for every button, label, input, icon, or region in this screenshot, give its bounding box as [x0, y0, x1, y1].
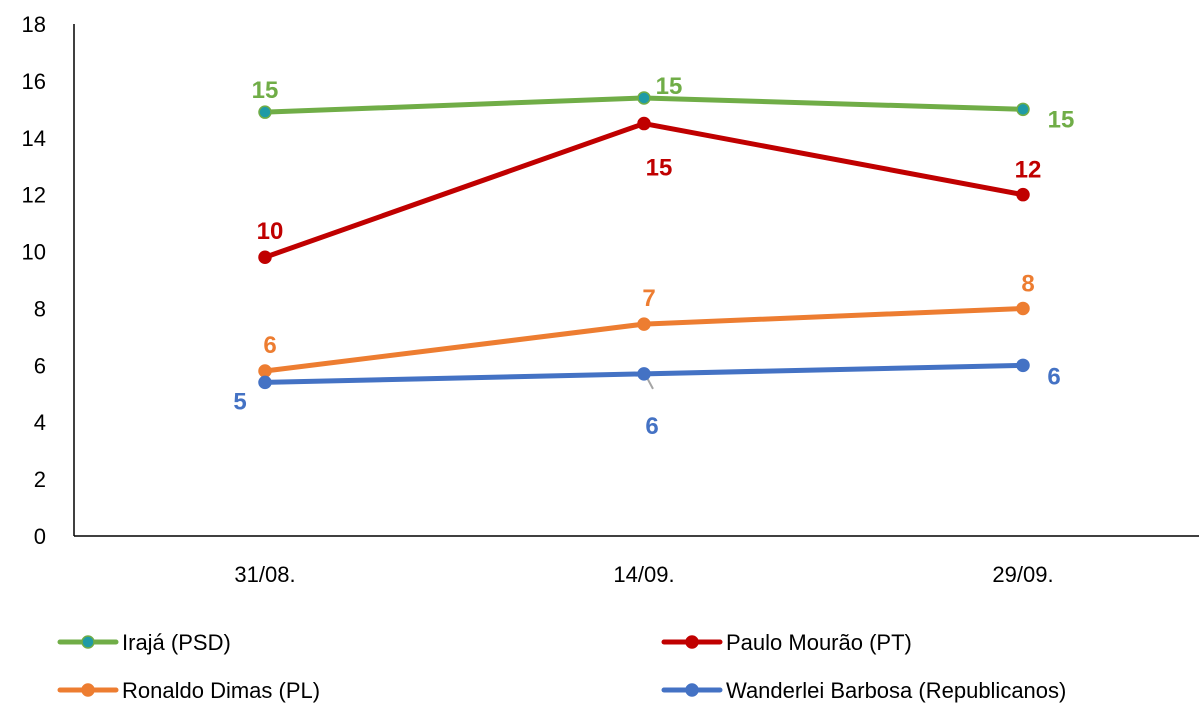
legend-item: Irajá (PSD)	[57, 630, 231, 655]
series-layer	[258, 91, 1030, 390]
data-point	[1016, 187, 1030, 202]
y-tick-label: 18	[22, 12, 46, 37]
legend-item: Paulo Mourão (PT)	[661, 630, 912, 655]
legend-marker	[81, 683, 95, 697]
series	[258, 301, 1030, 378]
series	[258, 116, 1030, 264]
data-point	[258, 250, 272, 264]
data-point	[637, 91, 651, 105]
data-label: 15	[252, 77, 279, 104]
data-label: 8	[1021, 270, 1034, 297]
data-point	[258, 375, 272, 390]
y-tick-label: 6	[34, 353, 46, 378]
y-tick-label: 14	[22, 126, 46, 151]
data-label: 5	[233, 388, 246, 415]
data-point	[258, 105, 272, 119]
y-tick-label: 10	[22, 240, 46, 265]
data-point	[637, 317, 651, 331]
y-tick-label: 12	[22, 183, 46, 208]
y-tick-label: 16	[22, 69, 46, 94]
data-point	[1016, 358, 1030, 373]
series	[258, 358, 1030, 390]
series-line	[262, 121, 1026, 260]
x-tick-label: 14/09.	[613, 562, 674, 587]
legend-label: Paulo Mourão (PT)	[726, 630, 912, 655]
data-point	[637, 116, 651, 131]
legend: Irajá (PSD) Paulo Mourão (PT) Ronaldo Dima…	[57, 630, 1066, 703]
data-label: 12	[1015, 157, 1042, 184]
data-point	[637, 367, 651, 381]
data-label: 7	[642, 285, 655, 312]
data-label: 15	[646, 155, 673, 182]
data-point	[1016, 102, 1030, 117]
legend-label: Ronaldo Dimas (PL)	[122, 678, 320, 703]
legend-marker	[81, 635, 95, 649]
data-label: 6	[645, 413, 658, 440]
x-axis-tick-labels: 31/08. 14/09. 29/09.	[234, 562, 1053, 587]
legend-marker	[685, 683, 699, 697]
y-tick-label: 2	[34, 467, 46, 492]
legend-label: Wanderlei Barbosa (Republicanos)	[726, 678, 1066, 703]
data-label: 6	[263, 332, 276, 359]
legend-marker	[685, 635, 699, 649]
y-axis-tick-labels: 0 2 4 6 8 10 12 14 16 18	[22, 12, 46, 549]
y-tick-label: 8	[34, 296, 46, 321]
data-point	[1016, 301, 1030, 316]
y-tick-label: 0	[34, 524, 46, 549]
series	[258, 91, 1030, 119]
x-tick-label: 31/08.	[234, 562, 295, 587]
legend-label: Irajá (PSD)	[122, 630, 231, 655]
data-point	[258, 364, 272, 378]
y-tick-label: 4	[34, 410, 46, 435]
x-tick-label: 29/09.	[992, 562, 1053, 587]
legend-item: Wanderlei Barbosa (Republicanos)	[661, 678, 1066, 703]
data-label: 15	[656, 73, 683, 100]
data-label: 6	[1047, 363, 1060, 390]
data-label: 10	[257, 218, 284, 245]
data-label: 15	[1048, 106, 1075, 133]
legend-item: Ronaldo Dimas (PL)	[57, 678, 320, 703]
